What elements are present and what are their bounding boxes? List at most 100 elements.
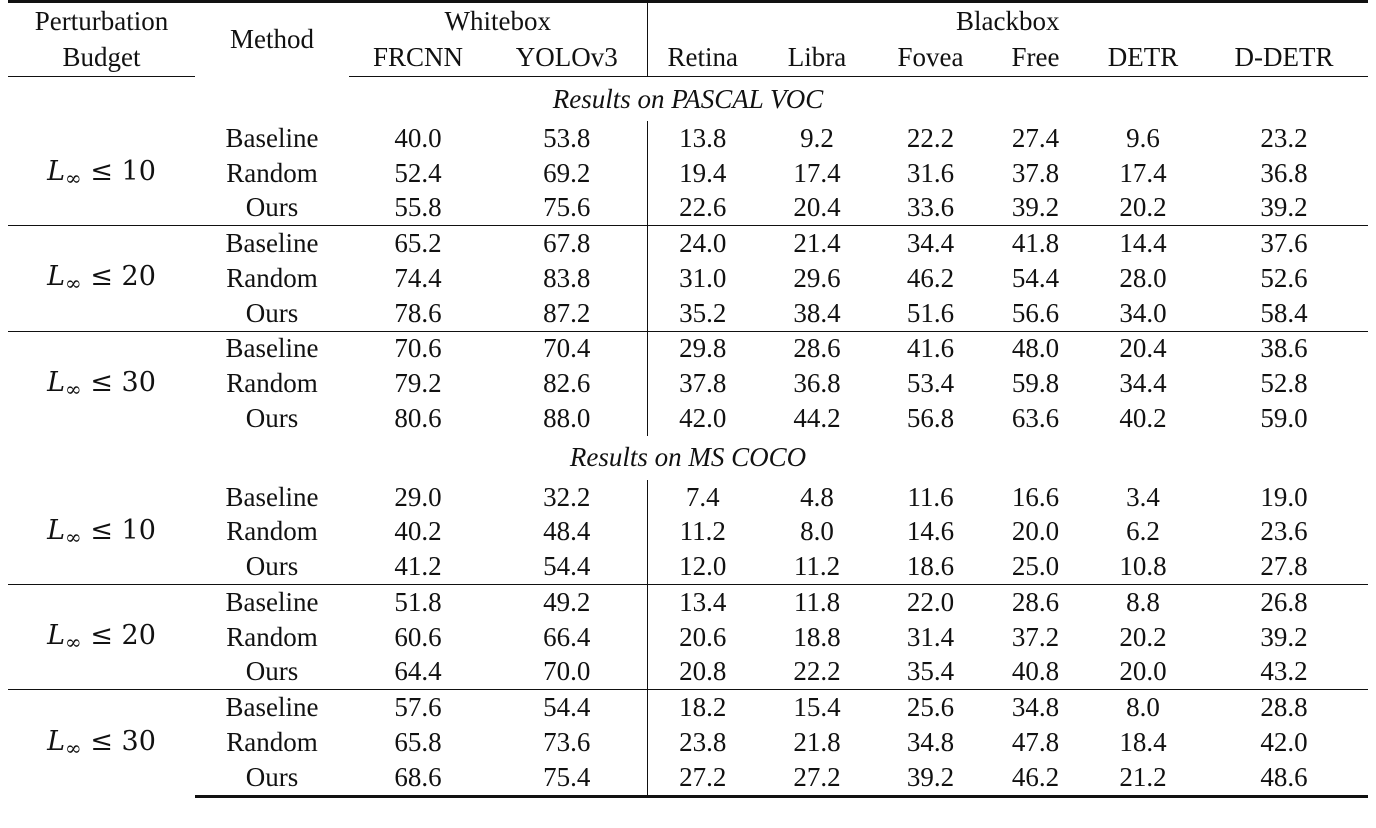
value-cell: 8.8 — [1086, 583, 1201, 620]
value-cell: 20.6 — [646, 619, 759, 655]
value-cell: 28.6 — [758, 330, 877, 367]
value-cell: 51.8 — [349, 583, 487, 620]
method-cell: Random — [226, 157, 318, 188]
value-cell: 29.0 — [394, 481, 442, 512]
value-cell: 41.8 — [985, 225, 1087, 261]
value-cell: 8.0 — [800, 516, 834, 547]
budget-subscript: ∞ — [65, 736, 82, 761]
value-cell: 4.8 — [800, 481, 834, 512]
value-cell: 43.2 — [1260, 656, 1308, 687]
budget-operator: ≤ — [81, 156, 122, 188]
value-cell: 40.0 — [394, 122, 442, 153]
budget-symbol: L — [47, 261, 66, 293]
table-row: Ours 78.6 87.2 35.2 38.4 51.6 56.6 34.0 58.4 — [8, 295, 1368, 331]
value-cell: 20.0 — [1119, 656, 1167, 687]
value-cell: 59.0 — [1260, 402, 1308, 433]
value-cell: 49.2 — [487, 583, 648, 620]
table-row: Ours 80.6 88.0 42.0 44.2 56.8 63.6 40.2 59.0 — [8, 401, 1368, 436]
value-cell: 21.4 — [758, 225, 877, 261]
budget-symbol: L — [47, 726, 66, 758]
value-cell: 63.6 — [1011, 402, 1060, 433]
method-cell: Random — [226, 262, 318, 293]
value-cell: 68.6 — [349, 759, 487, 798]
value-cell: 41.2 — [394, 551, 442, 582]
value-cell: 70.6 — [349, 330, 487, 367]
value-cell: 88.0 — [543, 402, 591, 433]
value-cell: 21.2 — [1086, 759, 1201, 798]
value-cell: 11.2 — [646, 514, 759, 550]
value-cell: 11.6 — [907, 481, 954, 512]
value-cell: 22.2 — [793, 656, 841, 687]
value-cell: 29.6 — [793, 262, 841, 293]
budget-operator: ≤ — [81, 514, 122, 546]
budget-value: 20 — [121, 261, 156, 293]
value-cell: 75.6 — [543, 192, 591, 223]
method-cell: Random — [226, 621, 318, 652]
method-cell: Baseline — [195, 583, 349, 620]
value-cell: 44.2 — [793, 402, 841, 433]
table-row: Ours 41.2 54.4 12.0 11.2 18.6 25.0 10.8 27.8 — [8, 549, 1368, 585]
header-blackbox: Blackbox — [646, 0, 1369, 39]
value-cell: 73.6 — [543, 726, 591, 757]
value-cell: 34.0 — [1119, 297, 1167, 328]
value-cell: 34.4 — [876, 225, 986, 261]
value-cell: 31.6 — [906, 157, 955, 188]
value-cell: 10.8 — [1119, 551, 1167, 582]
method-cell: Ours — [245, 192, 299, 223]
value-cell: 66.4 — [543, 621, 591, 652]
value-cell: 65.8 — [394, 726, 442, 757]
value-cell: 26.8 — [1200, 583, 1369, 620]
table-row: Random 52.4 69.2 19.4 17.4 31.6 37.8 17.4 36.8 — [8, 155, 1368, 191]
value-cell: 37.6 — [1200, 225, 1369, 261]
value-cell: 54.4 — [487, 689, 648, 725]
value-cell: 39.2 — [1260, 192, 1308, 223]
value-cell: 31.4 — [906, 621, 955, 652]
value-cell: 27.8 — [1260, 551, 1308, 582]
value-cell: 39.2 — [1011, 192, 1060, 223]
value-cell: 38.4 — [793, 297, 841, 328]
table-row: L∞ ≤ 10 Baseline 40.0 53.8 13.8 9.2 22.2 27.4 9.… — [8, 121, 1368, 188]
header-whitebox: Whitebox — [349, 0, 648, 39]
value-cell: 22.0 — [876, 583, 986, 620]
value-cell: 17.4 — [1119, 157, 1167, 188]
value-cell: 56.6 — [1011, 297, 1060, 328]
value-cell: 54.4 — [1011, 262, 1060, 293]
section-title: Results on PASCAL VOC — [552, 83, 824, 114]
header-col-fovea: Fovea — [876, 39, 986, 77]
value-cell: 20.2 — [1119, 621, 1167, 652]
header-col-free: Free — [985, 39, 1087, 77]
value-cell: 36.8 — [793, 368, 841, 399]
budget-subscript: ∞ — [65, 376, 82, 401]
value-cell: 35.4 — [906, 656, 955, 687]
value-cell: 87.2 — [543, 297, 591, 328]
header-row-1: Perturbation Method Whitebox Blackbox — [8, 0, 1369, 77]
value-cell: 22.6 — [646, 190, 759, 226]
budget-cell: L∞ ≤ 30 — [8, 330, 195, 436]
value-cell: 28.6 — [985, 583, 1087, 620]
table-row: Random 60.6 66.4 20.6 18.8 31.4 37.2 20.2 39.2 — [8, 619, 1368, 655]
method-cell: Ours — [245, 297, 299, 328]
budget-value: 30 — [121, 366, 156, 398]
value-cell: 41.6 — [876, 330, 986, 367]
section-title: Results on MS COCO — [569, 442, 807, 473]
value-cell: 33.6 — [906, 192, 955, 223]
value-cell: 52.6 — [1260, 262, 1308, 293]
value-cell: 40.2 — [394, 516, 442, 547]
method-cell: Random — [226, 726, 318, 757]
budget-cell: L∞ ≤ 20 — [8, 583, 195, 690]
method-cell: Baseline — [195, 689, 349, 725]
value-cell: 13.8 — [646, 121, 759, 156]
value-cell: 38.6 — [1200, 330, 1369, 367]
value-cell: 55.8 — [394, 192, 442, 223]
value-cell: 48.6 — [1200, 759, 1369, 798]
value-cell: 16.6 — [1011, 481, 1060, 512]
budget-cell: L∞ ≤ 30 — [8, 689, 195, 796]
table-row: L∞ ≤ 10 Baseline 29.0 32.2 7.4 4.8 11.6 16.6 3.4… — [8, 479, 1368, 547]
value-cell: 22.2 — [906, 122, 955, 153]
method-cell: Baseline — [225, 481, 319, 512]
header-method: Method — [195, 0, 349, 77]
table-row: L∞ ≤ 30 Baseline 70.6 70.4 29.8 28.6 41.6 48.0 2… — [8, 330, 1369, 436]
value-cell: 18.2 — [646, 689, 759, 725]
table-row: Ours 55.8 75.6 22.6 20.4 33.6 39.2 20.2 39.2 — [8, 190, 1368, 226]
header-col-libra: Libra — [758, 39, 877, 77]
